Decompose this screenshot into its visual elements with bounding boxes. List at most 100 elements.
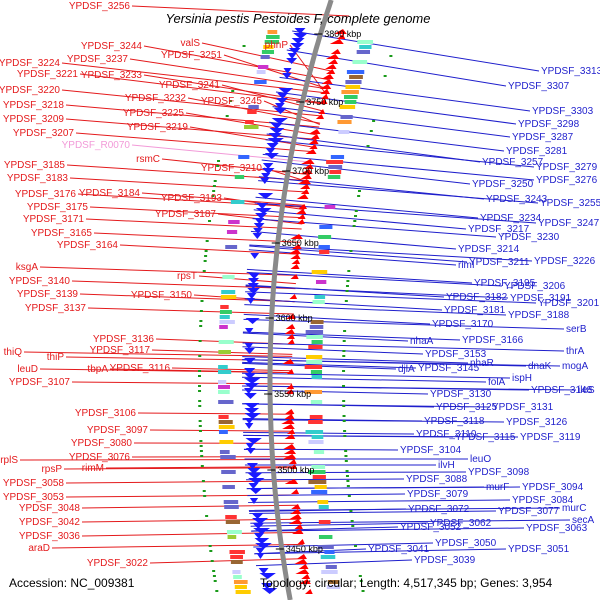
leader-line-left	[81, 518, 301, 523]
feature-tick-left	[346, 485, 350, 487]
leader-line-left	[263, 100, 320, 126]
feature-tick-right	[198, 400, 202, 402]
leader-line-right	[250, 230, 457, 250]
forward-gene-arrow	[320, 89, 331, 94]
feature-tick-right	[198, 425, 202, 427]
reverse-gene-arrow	[251, 518, 269, 524]
forward-gene-arrow	[284, 409, 295, 414]
feature-tick-left	[343, 430, 347, 432]
forward-gene-arrow	[287, 429, 296, 434]
feature-tick-left	[344, 455, 348, 457]
reverse-gene-arrow	[248, 273, 260, 279]
feature-band-left	[345, 80, 362, 84]
forward-gene-arrow	[321, 74, 334, 79]
reverse-gene-arrow	[294, 28, 306, 34]
reverse-gene-arrow	[248, 483, 259, 489]
feature-band-left	[338, 130, 350, 134]
feature-band-left	[357, 40, 374, 44]
reverse-gene-arrow	[245, 328, 254, 334]
reverse-gene-arrow	[249, 498, 259, 504]
reverse-gene-arrow	[266, 143, 279, 149]
reverse-gene-arrow	[255, 548, 265, 554]
feature-band-left	[311, 340, 323, 344]
gene-label-left: YPDSF_3185	[4, 160, 66, 171]
forward-gene-arrow	[299, 184, 311, 189]
reverse-gene-arrow	[248, 478, 265, 484]
feature-tick-right	[199, 320, 203, 322]
forward-gene-arrow	[297, 179, 311, 184]
feature-tick-left	[352, 225, 356, 227]
feature-tick-right	[204, 255, 208, 257]
feature-band-left	[326, 160, 344, 164]
genome-backbone	[267, 0, 334, 600]
leader-line-right	[242, 372, 511, 379]
reverse-gene-arrow	[277, 93, 288, 99]
feature-band-left	[345, 85, 361, 89]
feature-tick-left	[344, 300, 348, 302]
reverse-gene-arrow	[244, 413, 261, 419]
gene-labels: YPDSF_3256 valS phnP YPDSF_3244 YPDSF_3251 YP…	[0, 1, 600, 569]
reverse-gene-arrow	[273, 108, 288, 114]
forward-gene-arrow	[296, 554, 307, 559]
gene-label-left: YPDSF_3106	[75, 408, 137, 419]
gene-label-left: YPDSF_3053	[3, 492, 65, 503]
feature-tick-left	[347, 495, 351, 497]
leader-line-left	[131, 144, 313, 163]
leader-line-right	[248, 249, 457, 266]
leader-line-left	[119, 244, 299, 255]
kbp-tick-label: 3500 kbp	[277, 465, 314, 475]
feature-tick-right	[198, 355, 202, 357]
feature-tick-right	[200, 455, 204, 457]
forward-gene-arrow	[325, 64, 337, 69]
feature-tick-right	[205, 515, 209, 517]
gene-label-right: YPDSF_3148	[531, 385, 593, 396]
gene-label-left: YPDSF_3058	[3, 478, 65, 489]
forward-gene-arrow	[303, 164, 314, 169]
feature-tick-left	[389, 55, 393, 57]
leader-line-left	[85, 218, 302, 230]
gene-label-right: YPDSF_3125	[436, 402, 498, 413]
feature-band-right	[257, 65, 269, 69]
feature-band-right	[218, 390, 230, 394]
leader-line-left	[149, 558, 306, 564]
feature-band-right	[218, 430, 228, 434]
leader-line-right	[272, 106, 511, 138]
feature-band-right	[219, 325, 228, 329]
reverse-gene-arrow	[255, 213, 268, 219]
gene-label-right: YPDSF_3079	[407, 489, 469, 500]
leader-line-left	[131, 5, 350, 17]
gene-label-left: YPDSF_3184	[79, 188, 141, 199]
leader-line-right	[249, 510, 497, 514]
gene-label-left: YPDSF_3140	[9, 276, 71, 287]
reverse-gene-arrow	[270, 123, 283, 129]
leader-line-left	[81, 504, 299, 509]
feature-band-left	[308, 470, 326, 474]
feature-band-left	[311, 465, 326, 469]
leader-line-left	[137, 412, 293, 415]
gene-label-left: tbpA	[87, 364, 108, 375]
leader-line-right	[251, 526, 399, 532]
forward-gene-arrow	[288, 459, 297, 464]
feature-band-left	[304, 365, 323, 369]
gene-label-left: rplS	[0, 455, 18, 466]
gene-label-left: YPDSF_3171	[23, 214, 85, 225]
feature-band-left	[344, 100, 357, 104]
leader-line-right	[266, 133, 481, 163]
reverse-gene-arrow	[255, 543, 272, 549]
gene-label-left: rsmC	[136, 154, 160, 165]
feature-band-right	[234, 175, 245, 179]
gene-label-right: YPDSF_3119	[520, 432, 581, 443]
forward-gene-arrow	[294, 559, 308, 564]
gene-label-right: YPDSF_3255	[540, 198, 600, 209]
feature-tick-left	[354, 210, 358, 212]
reverse-gene-arrow	[274, 103, 285, 109]
gene-label-right: YPDSF_3126	[506, 417, 568, 428]
feature-tick-right	[203, 260, 207, 262]
feature-band-right	[218, 420, 233, 424]
leader-line-left	[141, 192, 305, 206]
reverse-gene-arrow	[264, 153, 279, 159]
feature-band-left	[328, 165, 343, 169]
gene-label-right: ileS	[578, 385, 595, 396]
leader-line-left	[143, 45, 331, 81]
gene-label-left: YPDSF_3107	[9, 377, 71, 388]
